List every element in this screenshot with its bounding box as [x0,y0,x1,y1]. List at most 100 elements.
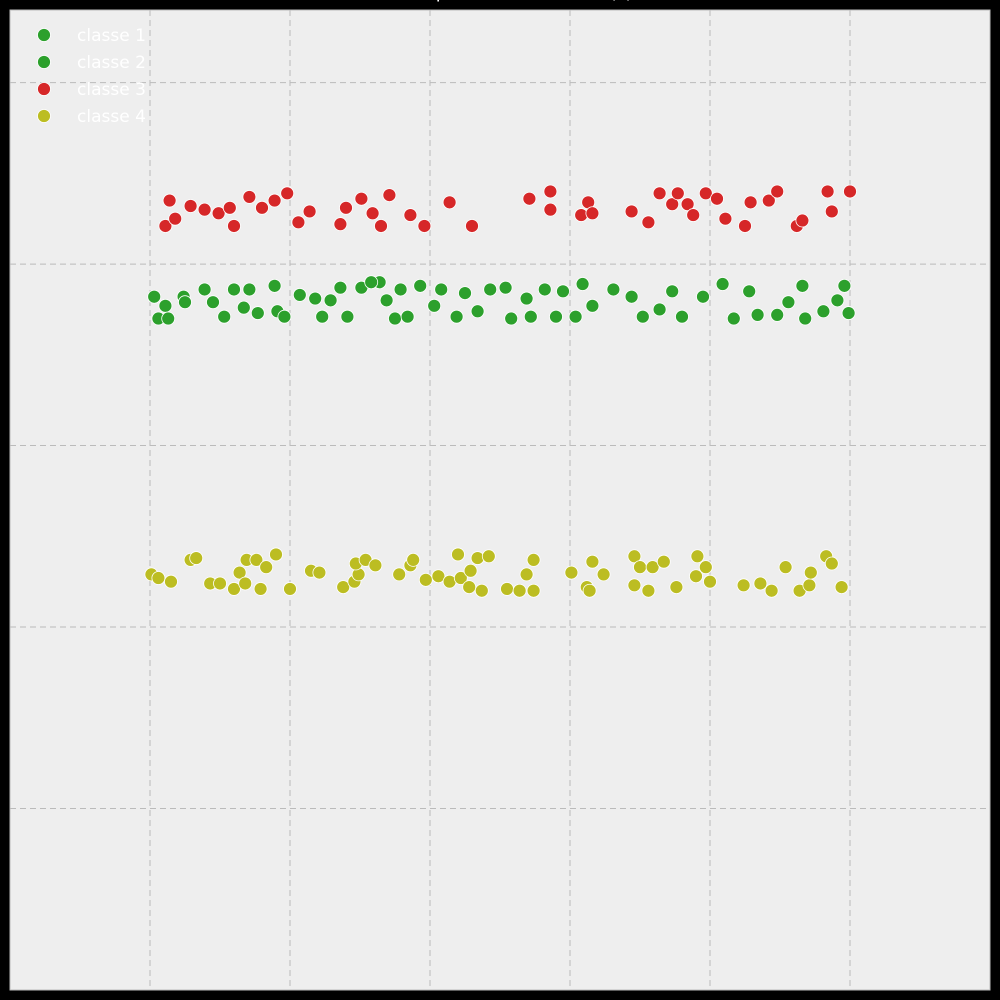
point [669,580,684,595]
point [280,186,295,201]
point [481,549,496,564]
point [556,284,570,299]
point [312,565,327,580]
legend-marker [37,28,51,42]
point [393,282,408,297]
point [242,282,257,297]
point [222,200,237,215]
point [761,193,776,208]
point [795,278,810,293]
point [189,551,204,565]
point [742,284,757,299]
point [665,284,680,299]
point [458,286,472,301]
point [522,191,537,206]
point [442,195,457,210]
point [537,282,552,297]
point [238,576,253,591]
point [227,282,241,297]
point [253,582,268,596]
point [512,583,527,598]
point [568,309,583,324]
point [689,569,703,584]
point [267,193,282,208]
point [232,565,247,580]
point [743,195,758,210]
point [770,184,785,199]
point [641,215,656,230]
point [606,282,621,297]
point [463,563,478,578]
point [698,560,713,575]
point [753,576,768,591]
point [498,280,513,295]
point [161,311,176,326]
point [627,578,642,593]
point [291,215,306,230]
point [633,560,647,575]
point [816,304,831,319]
point [382,188,397,203]
point [696,289,710,304]
point [470,304,485,319]
point [718,211,733,226]
point [738,219,752,233]
point [302,204,317,219]
point [364,275,379,290]
point [526,552,541,567]
point [686,208,701,222]
point [670,186,685,201]
point [333,217,348,232]
point [843,184,857,199]
point [798,311,813,326]
plot-area [9,9,991,991]
legend-label: classe 2 [77,53,146,73]
point [323,293,338,308]
point [582,583,597,598]
point [575,277,590,291]
point [715,277,730,291]
point [645,560,660,575]
point [151,571,166,585]
point [500,582,514,596]
point [217,309,232,324]
point [781,295,796,310]
legend-label: classe 1 [77,26,146,46]
point [652,186,667,201]
point [837,278,852,293]
point [227,582,241,596]
point [726,311,741,326]
point [834,580,849,595]
point [585,206,600,221]
point [269,547,283,562]
point [162,193,177,208]
point [778,560,793,575]
point [596,567,611,582]
point [249,552,264,567]
point [564,565,579,580]
point [283,582,297,596]
point [803,565,818,580]
point [519,291,534,306]
point [434,282,449,297]
point [417,219,432,233]
point [465,219,479,233]
legend-label: classe 3 [77,80,146,100]
legend-marker [37,55,51,69]
point [259,560,274,575]
point [413,278,428,293]
point [830,293,845,308]
point [267,278,282,293]
point [483,282,498,297]
point [158,298,173,313]
point [336,580,351,595]
point [451,547,465,562]
point [250,306,265,320]
point [147,289,162,304]
point [374,219,388,233]
point [242,190,257,204]
point [824,556,839,571]
point [802,578,817,593]
legend-marker [37,109,51,123]
point [197,282,212,297]
